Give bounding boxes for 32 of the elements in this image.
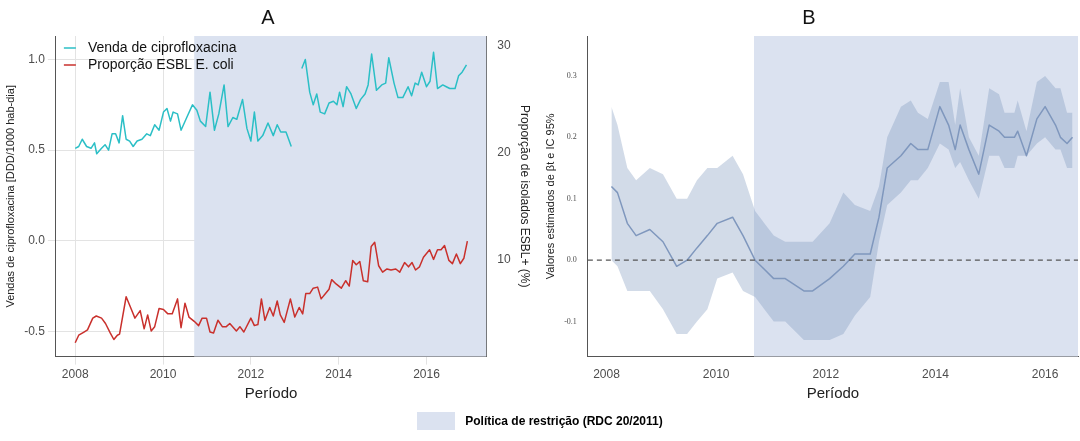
x-tick-label: 2016 — [413, 367, 441, 382]
y-tick-label: 1.0 — [28, 51, 46, 66]
x-tick-label: 2012 — [237, 367, 265, 382]
y-tick-label: 0.0 — [28, 232, 46, 247]
legend-label: Proporção ESBL E. coli — [87, 55, 234, 72]
y-tick-label: 0.2 — [566, 132, 577, 142]
y-axis-title: Valores estimados de βt e IC 95% — [543, 113, 556, 280]
legend-label: Política de restrição (RDC 20/2011) — [465, 414, 663, 428]
chart-title: A — [261, 5, 276, 28]
y-tick-label: 0.0 — [566, 255, 577, 265]
y-tick-label: -0.1 — [564, 316, 577, 326]
y2-tick-label: 20 — [497, 144, 511, 159]
x-tick-label: 2010 — [702, 367, 730, 382]
x-tick-label: 2008 — [61, 367, 89, 382]
y-tick-label: 0.1 — [566, 193, 577, 203]
y-tick-label: -0.5 — [24, 323, 46, 338]
y-axis-title: Vendas de ciprofloxacina [DDD/1000 hab-dia] — [3, 85, 16, 308]
y2-tick-label: 10 — [497, 251, 511, 266]
x-axis-title: Período — [806, 384, 860, 402]
y2-axis-title: Proporção de isolados ESBL+ (%) — [518, 105, 533, 288]
x-tick-label: 2014 — [922, 367, 950, 382]
x-tick-label: 2016 — [1031, 367, 1059, 382]
x-tick-label: 2008 — [593, 367, 621, 382]
y-tick-label: 0.3 — [566, 71, 577, 81]
x-tick-label: 2014 — [325, 367, 353, 382]
x-tick-label: 2010 — [149, 367, 177, 382]
y-tick-label: 0.5 — [28, 142, 46, 157]
x-tick-label: 2012 — [812, 367, 840, 382]
y2-tick-label: 30 — [497, 37, 511, 52]
x-axis-title: Período — [244, 384, 298, 402]
legend-label: Venda de ciprofloxacina — [87, 38, 237, 55]
chart-title: B — [802, 5, 816, 28]
